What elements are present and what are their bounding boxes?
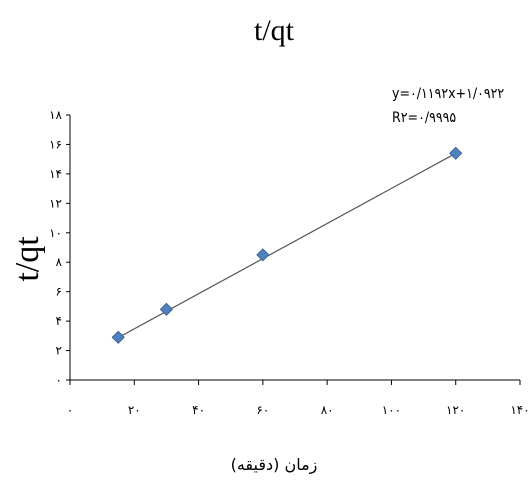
x-tick-label: ۱۲۰ (446, 403, 465, 417)
trendline-equation: y=۰/۱۱۹۲x+۱/۰۹۲۲ (392, 86, 504, 102)
trendline (117, 152, 457, 339)
data-point-marker (449, 146, 463, 160)
x-tick-label: ۶۰ (256, 403, 269, 417)
r-squared-value: R۲=۰/۹۹۹۵ (392, 110, 456, 126)
x-axis-ticks: ۰ ۲۰ ۴۰ ۶۰ ۸۰ ۱۰۰ ۱۲۰ ۱۴۰ (67, 380, 530, 417)
data-point-marker (256, 248, 270, 262)
y-tick-label: ۱۲ (49, 196, 62, 210)
data-point-marker (111, 330, 125, 344)
y-tick-label: ۱۸ (49, 108, 62, 122)
data-points (111, 146, 463, 344)
x-axis-label: زمان (دقیقه) (231, 455, 318, 475)
data-point-marker (159, 302, 173, 316)
y-tick-label: ۶ (56, 285, 62, 299)
x-tick-label: ۲۰ (128, 403, 141, 417)
y-tick-label: ۸ (56, 255, 63, 269)
x-tick-label: ۸۰ (321, 403, 334, 417)
x-tick-label: ۱۴۰ (510, 403, 529, 417)
chart-title: t/qt (254, 14, 295, 47)
y-axis-label: t/qt (9, 236, 46, 282)
x-tick-label: ۰ (67, 403, 73, 417)
y-tick-label: ۲ (56, 344, 62, 358)
x-tick-label: ۱۰۰ (382, 403, 401, 417)
y-tick-label: ۴ (56, 314, 62, 328)
y-tick-label: ۰ (56, 373, 62, 387)
y-axis-ticks: ۰ ۲ ۴ ۶ ۸ ۱۰ ۱۲ ۱۴ ۱۶ ۱۸ (49, 108, 70, 387)
y-tick-label: ۱۶ (49, 137, 62, 151)
y-tick-label: ۱۰ (49, 226, 62, 240)
y-tick-label: ۱۴ (49, 167, 62, 181)
x-tick-label: ۴۰ (192, 403, 205, 417)
